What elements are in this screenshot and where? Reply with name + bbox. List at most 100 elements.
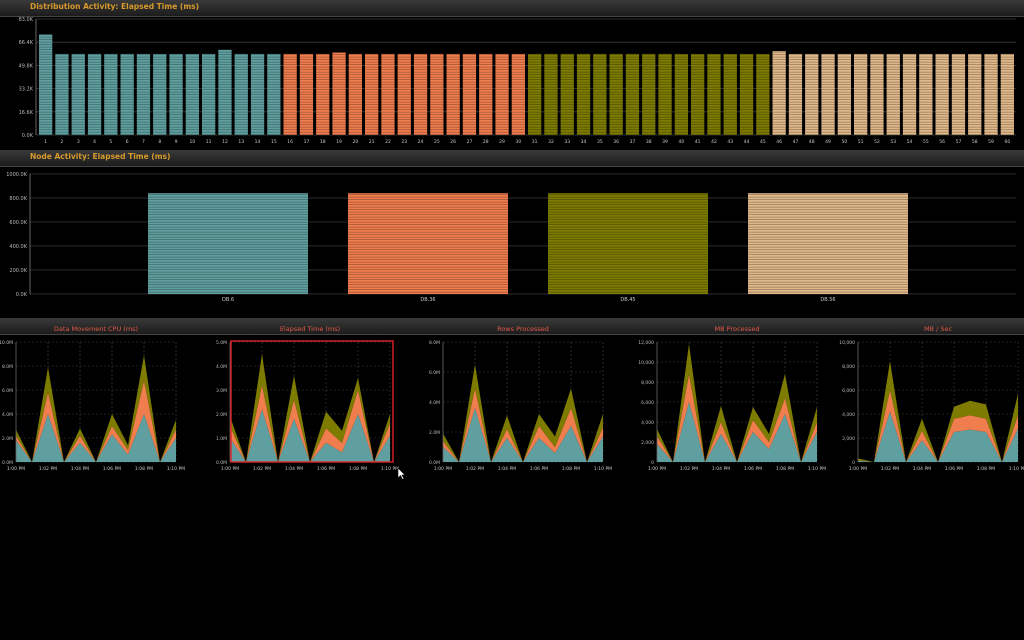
distribution-bar (250, 53, 265, 135)
area-series-teal (443, 408, 603, 462)
x-tick-label: 34 (581, 139, 587, 145)
x-tick-label: 7 (142, 139, 145, 145)
x-tick-label: 1:04 PM (712, 466, 730, 472)
x-tick-label: 1:06 PM (103, 466, 121, 472)
y-tick-label: 8.0M (429, 340, 440, 346)
y-tick-label: 12,000 (638, 340, 654, 346)
distribution-bar (919, 53, 933, 135)
y-tick-label: 1.0M (216, 436, 227, 442)
y-tick-label: 800.0K (9, 196, 27, 202)
x-tick-label: 1:08 PM (349, 466, 367, 472)
distribution-bar (788, 53, 803, 135)
distribution-bar (365, 53, 379, 135)
x-tick-label: 1:00 PM (849, 466, 867, 472)
y-tick-label: 0.0K (22, 133, 34, 139)
distribution-bar (984, 53, 998, 135)
area-series-teal (657, 402, 817, 462)
distribution-bar (870, 53, 884, 135)
x-tick-label: 1:08 PM (776, 466, 794, 472)
y-tick-label: 10,000 (839, 340, 855, 346)
mouse-pointer-icon (398, 468, 406, 480)
y-tick-label: 49.8K (19, 63, 34, 69)
distribution-bar (462, 53, 477, 135)
x-tick-label: 1:08 PM (977, 466, 995, 472)
distribution-bar (71, 53, 85, 135)
distribution-panel-title: Distribution Activity: Elapsed Time (ms) (30, 2, 200, 11)
distribution-bar (837, 53, 851, 135)
x-tick-label: 1:10 PM (808, 466, 826, 472)
x-tick-label: 22 (385, 139, 391, 145)
x-tick-label: 1:02 PM (253, 466, 271, 472)
distribution-bar (593, 53, 607, 135)
x-tick-label: 5 (109, 139, 112, 145)
distribution-bar (772, 51, 786, 135)
distribution-bar (511, 53, 525, 135)
x-tick-label: 1:10 PM (594, 466, 612, 472)
distribution-bar (528, 53, 542, 135)
distribution-bar (55, 53, 69, 135)
x-tick-label: 1:06 PM (744, 466, 762, 472)
x-tick-label: 1:04 PM (913, 466, 931, 472)
distribution-bar (756, 53, 770, 135)
distribution-bar (968, 53, 982, 135)
metrics-panel-header (0, 318, 1024, 335)
x-tick-label: 24 (418, 139, 424, 145)
x-tick-label: 36 (613, 139, 619, 145)
y-tick-label: 8.0M (2, 364, 13, 370)
selected-chart-highlight (230, 340, 394, 463)
x-tick-label: 10 (189, 139, 195, 145)
x-tick-label: 1:02 PM (680, 466, 698, 472)
chart-title: MB Processed (715, 325, 760, 333)
x-tick-label: 17 (304, 139, 310, 145)
x-tick-label: 33 (564, 139, 570, 145)
distribution-bar (218, 49, 232, 135)
x-tick-label: 1:10 PM (167, 466, 185, 472)
y-tick-label: 0.0K (16, 292, 28, 298)
distribution-bar (576, 53, 591, 135)
x-tick-label: 51 (858, 139, 864, 145)
x-tick-label: 54 (907, 139, 913, 145)
y-tick-label: 600.0K (9, 220, 27, 226)
y-tick-label: 2,000 (842, 436, 855, 442)
x-tick-label: 40 (678, 139, 684, 145)
x-tick-label: DB.56 (820, 297, 835, 303)
x-tick-label: 15 (271, 139, 277, 145)
x-tick-label: 9 (175, 139, 178, 145)
area-series-orange (858, 390, 1018, 462)
distribution-bar (495, 53, 509, 135)
x-tick-label: 29 (499, 139, 505, 145)
y-tick-label: 2.0M (2, 436, 13, 442)
distribution-bar (316, 53, 330, 135)
x-tick-label: 49 (825, 139, 831, 145)
node-bar (548, 193, 708, 294)
chart-title: Elapsed Time (ms) (280, 325, 340, 333)
x-tick-label: 4 (93, 139, 96, 145)
y-tick-label: 0 (852, 460, 855, 466)
y-tick-label: 0.0M (216, 460, 227, 466)
area-series-teal (230, 409, 390, 462)
distribution-bar (234, 53, 248, 135)
y-tick-label: 2.0M (216, 412, 227, 418)
y-tick-label: 0.0M (2, 460, 13, 466)
data-movement-cpu-chart: Data Movement CPU (ms) 0.0M 2.0M 4.0M 6.0M 8.… (0, 325, 185, 472)
y-tick-label: 4.0M (216, 364, 227, 370)
y-tick-label: 200.0K (9, 268, 27, 274)
distribution-bar (642, 53, 656, 135)
y-tick-label: 4.0M (2, 412, 13, 418)
distribution-bar (691, 53, 705, 135)
distribution-bar (381, 53, 395, 135)
distribution-bar (625, 53, 640, 135)
rows-processed-chart: Rows Processed 0.0M 2.0M 4.0M 6.0M 8.0M 1:00 P… (429, 325, 612, 472)
x-tick-label: 1:00 PM (434, 466, 452, 472)
y-tick-label: 66.4K (19, 40, 34, 46)
x-tick-label: 30 (515, 139, 521, 145)
chart-title: MB / Sec (924, 325, 953, 333)
x-tick-label: 58 (972, 139, 978, 145)
distribution-bar (185, 53, 199, 135)
x-tick-label: 57 (956, 139, 962, 145)
x-tick-label: 43 (727, 139, 733, 145)
x-tick-label: 26 (450, 139, 456, 145)
x-tick-label: DB.36 (420, 297, 435, 303)
area-series-orange (443, 388, 603, 462)
